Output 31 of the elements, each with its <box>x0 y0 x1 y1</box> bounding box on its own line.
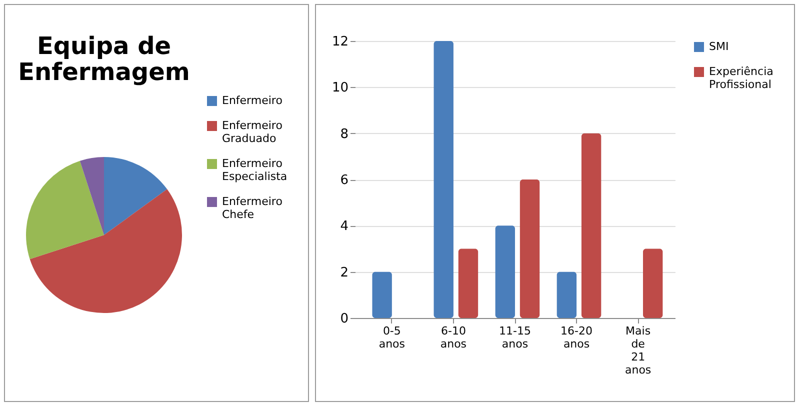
x-tick-label: Mais de 21 anos <box>624 324 652 376</box>
pie-slice <box>104 157 168 235</box>
y-tick-label: 12 <box>332 34 348 50</box>
bar <box>458 248 478 318</box>
x-tick-label: 0-5 anos <box>378 324 406 350</box>
y-tick-label: 4 <box>340 219 348 234</box>
y-tick-label: 10 <box>332 80 348 96</box>
x-tick-label: 16-20 anos <box>560 324 593 350</box>
y-tick-label: 0 <box>340 312 348 326</box>
pie-slice <box>26 160 104 260</box>
legend-label: Experiência Profissional <box>709 65 774 91</box>
chart-title: Equipa de Enfermagem <box>18 32 190 86</box>
bar <box>495 226 515 318</box>
pie-slice <box>80 157 104 235</box>
legend-label: Enfermeiro Chefe <box>222 195 283 221</box>
bar <box>581 133 602 318</box>
x-tick-label: 6-10 anos <box>440 324 467 350</box>
legend-label: Enfermeiro <box>222 94 283 107</box>
bar <box>643 248 663 318</box>
bar <box>556 272 577 318</box>
legend-label: SMI <box>709 40 729 53</box>
legend-label: Enfermeiro Graduado <box>222 119 283 145</box>
x-tick-label: 11-15 anos <box>499 324 531 350</box>
y-tick-label: 8 <box>340 126 348 142</box>
y-tick-label: 6 <box>340 173 348 188</box>
legend-label: Enfermeiro Especialista <box>222 157 288 183</box>
pie-slice <box>30 189 182 313</box>
y-tick-label: 2 <box>340 265 348 280</box>
bar <box>434 41 454 318</box>
bar <box>372 272 392 318</box>
bar <box>520 180 540 318</box>
